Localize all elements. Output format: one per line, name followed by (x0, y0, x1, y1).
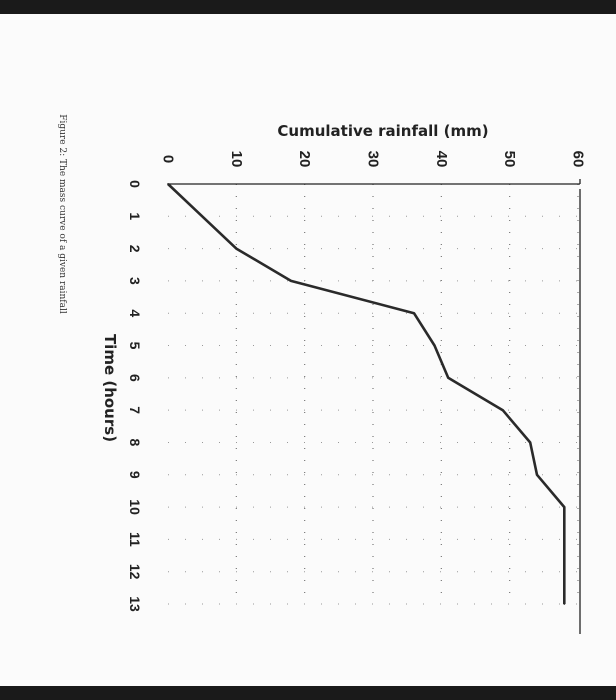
rainfall-tick-label: 40 (433, 151, 450, 168)
time-tick-label: 0 (127, 180, 143, 188)
mass-curve-point (563, 506, 566, 508)
time-tick-label: 7 (127, 406, 143, 414)
scanned-page: 0 10 20 30 40 50 60 0 1 2 3 4 5 6 7 8 9 10 11 12 13 Cumulati… (0, 14, 616, 686)
bottom-dark-bar (0, 686, 616, 700)
time-tick-label: 4 (127, 309, 143, 317)
mass-curve-point (563, 538, 566, 541)
time-tick-label: 6 (127, 374, 143, 382)
mass-curve-point (447, 376, 450, 379)
rainfall-tick-label: 20 (296, 151, 313, 168)
time-tick-label: 11 (127, 532, 143, 547)
mass-curve-point (433, 344, 436, 347)
rainfall-tick-label: 10 (228, 151, 245, 168)
rainfall-tick-label: 0 (160, 155, 177, 163)
time-tick-label: 3 (127, 277, 143, 285)
mass-curve-point (290, 280, 292, 282)
time-tick-label: 2 (127, 245, 143, 253)
mass-curve-point (167, 183, 169, 185)
rainfall-tick-label: 60 (570, 151, 587, 168)
time-tick-label: 9 (127, 471, 143, 479)
time-tick-label: 5 (127, 342, 143, 350)
mass-curve-point (563, 603, 566, 605)
time-tick-label: 12 (127, 564, 143, 580)
mass-curve-point (536, 473, 538, 476)
mass-curve-point (194, 208, 197, 211)
x-axis-title: Time (hours) (101, 333, 119, 443)
time-tick-label: 13 (127, 596, 143, 612)
mass-curve-point (563, 570, 566, 573)
y-axis-title: Cumulative rainfall (mm) (277, 122, 489, 140)
mass-curve-point (501, 409, 504, 412)
rainfall-tick-label: 30 (365, 151, 382, 168)
mass-curve-point (413, 312, 415, 315)
time-tick-label: 8 (127, 439, 143, 447)
figure-caption: Figure 2: The mass curve of a given rain… (57, 114, 67, 314)
time-tick-label: 1 (127, 212, 143, 220)
time-tick-label: 10 (127, 499, 143, 515)
rainfall-tick-label: 50 (501, 151, 518, 168)
mass-curve-line (167, 183, 566, 604)
mass-curve-point (235, 247, 238, 250)
mass-curve-point (529, 441, 532, 444)
top-dark-bar (0, 0, 616, 14)
